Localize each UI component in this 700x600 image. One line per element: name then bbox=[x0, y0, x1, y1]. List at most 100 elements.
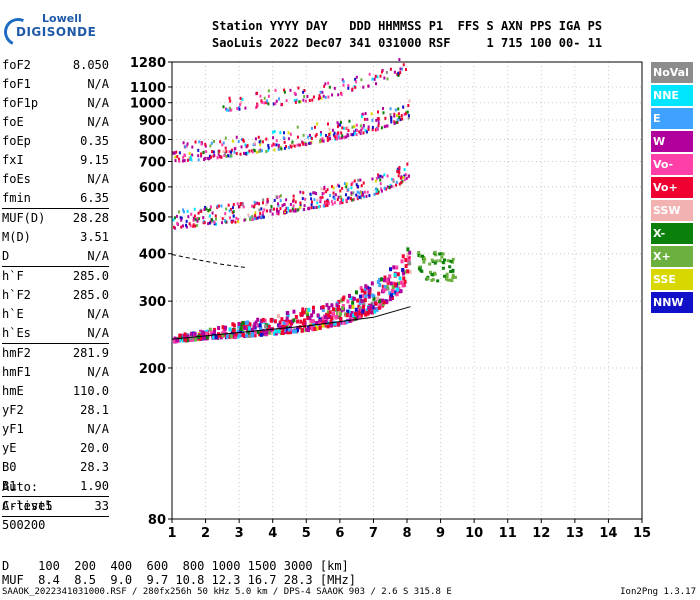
clevel-label: C-level bbox=[2, 499, 53, 513]
echo-point bbox=[206, 156, 209, 160]
echo-point bbox=[228, 108, 231, 112]
echo-point bbox=[270, 331, 274, 336]
echo-point bbox=[292, 309, 296, 314]
echo-point bbox=[379, 182, 382, 186]
echo-point bbox=[330, 316, 334, 321]
echo-point bbox=[403, 178, 406, 182]
echo-point bbox=[282, 325, 286, 330]
echo-point bbox=[417, 251, 421, 255]
echo-point bbox=[397, 74, 400, 78]
echo-point bbox=[395, 180, 398, 184]
echo-point bbox=[246, 151, 249, 155]
echo-point bbox=[328, 132, 331, 136]
echo-point bbox=[390, 295, 394, 300]
echo-point bbox=[339, 189, 342, 193]
echo-point bbox=[377, 122, 380, 126]
echo-point bbox=[196, 217, 199, 221]
echo-point bbox=[331, 307, 335, 312]
echo-point bbox=[336, 121, 339, 125]
param-label: h`F2 bbox=[2, 288, 31, 302]
echo-point bbox=[198, 140, 201, 144]
echo-point bbox=[361, 191, 364, 195]
x-tick-label: 14 bbox=[599, 526, 617, 541]
echo-point bbox=[258, 140, 261, 144]
x-tick-label: 4 bbox=[268, 526, 277, 541]
echo-point bbox=[333, 201, 336, 205]
echo-point bbox=[436, 279, 440, 283]
echo-point bbox=[232, 219, 235, 223]
echo-point bbox=[180, 218, 183, 222]
param-value: 8.050 bbox=[72, 58, 109, 72]
y-tick-label: 1000 bbox=[130, 97, 166, 112]
echo-point bbox=[296, 135, 299, 139]
echo-point bbox=[327, 313, 331, 318]
echo-point bbox=[329, 137, 332, 141]
logo-line1: Lowell bbox=[42, 12, 82, 25]
echo-point bbox=[259, 143, 262, 147]
echo-point bbox=[400, 114, 403, 118]
param-row: hmF1 N/A bbox=[2, 363, 109, 382]
echo-point bbox=[224, 325, 228, 330]
echo-point bbox=[327, 202, 330, 206]
param-row: M(D) 3.51 bbox=[2, 228, 109, 247]
echo-point bbox=[439, 252, 443, 256]
echo-point bbox=[244, 218, 247, 222]
echo-point bbox=[208, 156, 211, 160]
echo-point bbox=[386, 185, 389, 189]
echo-point bbox=[385, 299, 389, 304]
echo-point bbox=[383, 76, 386, 80]
echo-point bbox=[287, 206, 290, 210]
echo-point bbox=[373, 192, 376, 196]
echo-point bbox=[219, 140, 222, 144]
echo-point bbox=[303, 321, 307, 326]
echo-point bbox=[371, 125, 374, 129]
echo-point bbox=[239, 103, 242, 107]
echo-point bbox=[264, 324, 268, 329]
echo-point bbox=[311, 98, 314, 102]
param-row: MUF(D) 28.28 bbox=[2, 209, 109, 228]
echo-point bbox=[192, 216, 195, 220]
echo-point bbox=[249, 216, 252, 220]
echo-point bbox=[312, 309, 316, 314]
echo-point bbox=[438, 252, 442, 256]
echo-point bbox=[361, 126, 364, 130]
echo-point bbox=[377, 117, 380, 121]
param-row: B1 1.90 bbox=[2, 477, 109, 496]
echo-point bbox=[284, 208, 287, 212]
echo-point bbox=[377, 118, 380, 122]
legend-item: NNW bbox=[651, 292, 693, 313]
echo-point bbox=[396, 118, 399, 122]
echo-point bbox=[259, 211, 262, 215]
echo-point bbox=[204, 205, 207, 209]
echo-point bbox=[392, 185, 395, 189]
echo-point bbox=[399, 176, 402, 180]
echo-point bbox=[188, 152, 191, 156]
echo-point bbox=[360, 128, 363, 132]
echo-point bbox=[191, 153, 194, 157]
echo-point bbox=[195, 224, 198, 228]
legend-item: Vo+ bbox=[651, 177, 693, 198]
echo-point bbox=[361, 309, 365, 314]
echo-point bbox=[238, 107, 241, 111]
echo-point bbox=[292, 198, 295, 202]
echo-point bbox=[326, 310, 330, 315]
x-tick-label: 5 bbox=[302, 526, 311, 541]
echo-point bbox=[406, 110, 409, 114]
echo-point bbox=[325, 133, 328, 137]
echo-point bbox=[279, 207, 282, 211]
echo-point bbox=[178, 333, 182, 338]
echo-point bbox=[339, 311, 343, 316]
echo-point bbox=[345, 319, 349, 324]
echo-point bbox=[441, 252, 445, 256]
echo-point bbox=[173, 151, 176, 155]
echo-point bbox=[237, 321, 241, 326]
echo-point bbox=[193, 207, 196, 211]
echo-point bbox=[400, 180, 403, 184]
echo-point bbox=[222, 141, 225, 145]
echo-point bbox=[261, 100, 264, 104]
echo-point bbox=[309, 141, 312, 145]
echo-point bbox=[320, 316, 324, 321]
echo-point bbox=[251, 204, 254, 208]
echo-point bbox=[307, 307, 311, 312]
echo-point bbox=[343, 320, 347, 325]
